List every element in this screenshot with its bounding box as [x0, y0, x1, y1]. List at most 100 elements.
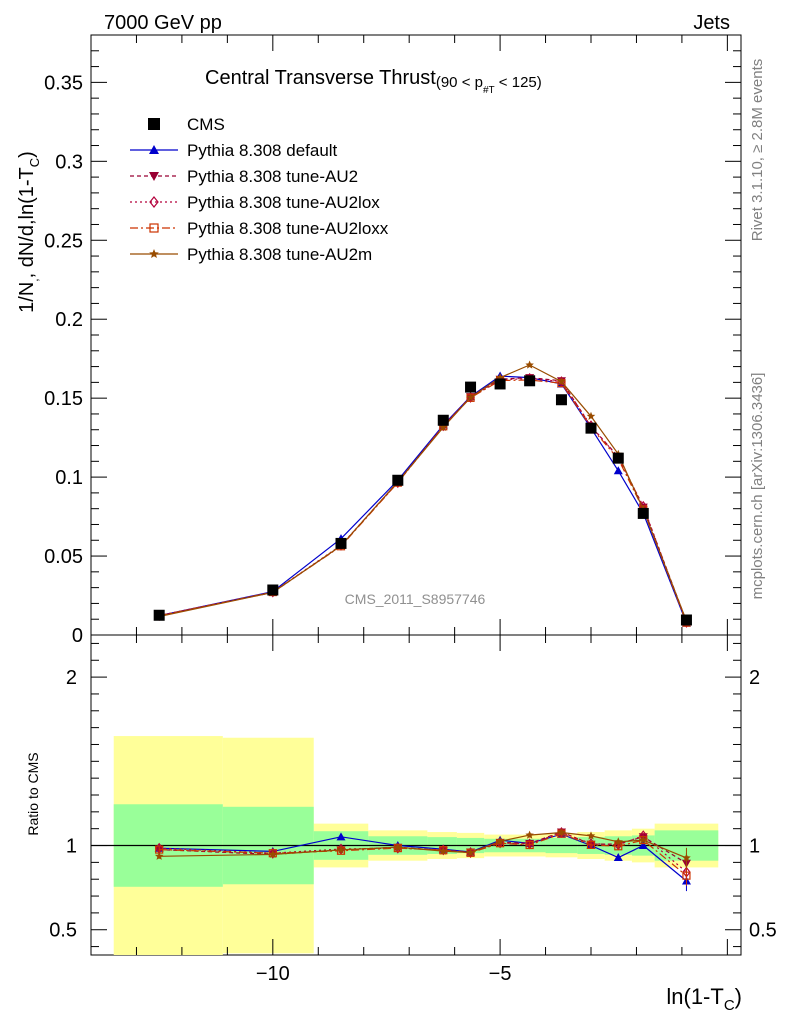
series-line: [159, 379, 688, 623]
series-line: [159, 377, 688, 623]
ratio-point: [638, 841, 648, 850]
ratio-axis-label: Ratio to CMS: [25, 752, 41, 835]
ratio-point: [268, 847, 278, 859]
legend-entry-3: Pythia 8.308 tune-AU2lox: [130, 193, 380, 212]
y-label-sub: C: [27, 158, 42, 167]
legend-label: Pythia 8.308 tune-AU2: [187, 167, 358, 186]
y-tick-label-7: 0.35: [44, 72, 83, 94]
data-point: [613, 466, 623, 475]
y-axis-label: 1/N,, dN/d,ln(1-TC): [16, 151, 42, 313]
legend-label: Pythia 8.308 tune-AU2m: [187, 245, 372, 264]
ratio-point: [525, 840, 534, 850]
data-point: [586, 411, 596, 420]
x-tick-label-0: −10: [256, 963, 290, 985]
ratio-point: [466, 848, 475, 857]
data-point: [494, 378, 506, 390]
x-tick-label-1: −5: [489, 963, 512, 985]
legend-entry-5: Pythia 8.308 tune-AU2m: [130, 245, 372, 264]
legend-entry-4: Pythia 8.308 tune-AU2loxx: [130, 219, 389, 238]
main-title-text: Central Transverse Thrust: [205, 67, 436, 89]
legend-label: Pythia 8.308 default: [187, 141, 338, 160]
data-point: [555, 394, 567, 406]
y-tick-label-1: 0.05: [44, 546, 83, 568]
side-label-rivet: Rivet 3.1.10, ≥ 2.8M events: [749, 59, 766, 242]
ratio-point: [613, 853, 623, 862]
y-tick-label-0: 0: [72, 625, 83, 647]
x-axis-label: ln(1-TC): [666, 984, 742, 1014]
series-line: [159, 375, 688, 624]
data-point: [466, 392, 475, 401]
legend-marker: [149, 145, 159, 154]
series-pythia-8-308-default: [154, 371, 691, 627]
ratio-point: [268, 849, 278, 858]
ratio-point: [336, 845, 346, 854]
data-point: [524, 375, 536, 387]
data-point: [153, 609, 165, 621]
data-point: [437, 414, 449, 426]
ratio-point: [586, 840, 596, 849]
legend-entry-0: CMS: [148, 115, 225, 134]
ratio-tick-label-right-0: 0.5: [749, 920, 777, 942]
series-pythia-8-308-tune-au2loxx: [155, 375, 691, 627]
legend-marker: [148, 118, 160, 130]
data-point: [465, 381, 477, 393]
data-point: [557, 377, 566, 386]
ratio-point: [495, 836, 505, 845]
x-label-main: ln(1-T: [666, 984, 723, 1009]
y-label-subN: ,: [27, 278, 41, 281]
ratio-tick-label-left-1: 1: [66, 836, 77, 858]
watermark-label: CMS_2011_S8957746: [345, 591, 486, 607]
side-label-mcplots: mcplots.cern.ch [arXiv:1306.3436]: [749, 373, 766, 600]
ratio-point: [682, 853, 691, 862]
y-tick-label-4: 0.2: [55, 309, 83, 331]
series-pythia-8-308-tune-au2: [154, 374, 691, 627]
legend-marker: [149, 223, 159, 233]
data-point: [439, 422, 448, 431]
y-tick-label-6: 0.3: [55, 151, 83, 173]
data-point: [680, 614, 692, 626]
header-left: 7000 GeV pp: [104, 12, 222, 34]
series-pythia-8-308-tune-au2m: [154, 360, 691, 625]
title-cut-open: (90 < p: [436, 74, 483, 91]
y-label-main: 1/N: [16, 282, 38, 313]
legend-label: Pythia 8.308 tune-AU2loxx: [187, 219, 389, 238]
axis-ticks: −10 −5 0 0.05 0.1 0.15 0.2 0.25 0.3 0.35 0.5 0.5 1 1 2…: [44, 34, 777, 985]
legend-entry-1: Pythia 8.308 default: [130, 141, 338, 160]
data-point: [392, 474, 404, 486]
ratio-point: [639, 835, 648, 844]
data-point: [267, 584, 279, 596]
legend-label: CMS: [187, 115, 225, 134]
data-point: [335, 537, 347, 549]
ratio-point: [614, 837, 623, 846]
main-series-layer: [153, 360, 692, 628]
title-cut-close: < 125): [495, 74, 542, 91]
y-label-close: ): [16, 151, 38, 158]
ratio-point: [393, 842, 403, 851]
ratio-point: [154, 851, 164, 860]
series-line: [159, 364, 688, 622]
data-point: [525, 360, 534, 369]
ratio-point: [439, 844, 448, 856]
y-label-mid: , dN/d,ln(1-T: [16, 167, 38, 278]
main-title: Central Transverse Thrust(90 < p#T < 125…: [205, 67, 542, 96]
ratio-point: [682, 871, 691, 880]
data-point: [612, 452, 624, 464]
ratio-tick-label-left-2: 2: [66, 667, 77, 689]
ratio-point: [586, 831, 596, 840]
y-tick-label-3: 0.15: [44, 388, 83, 410]
ratio-point: [439, 846, 448, 855]
title-cut-sub: #T: [483, 85, 495, 96]
header-right: Jets: [693, 12, 730, 34]
ratio-point: [525, 830, 534, 839]
series-cms: [153, 375, 692, 626]
series-line: [159, 376, 688, 622]
data-point: [637, 507, 649, 519]
legend-marker: [149, 196, 159, 208]
legend-label: Pythia 8.308 tune-AU2lox: [187, 193, 380, 212]
ratio-series-pythia-8-308-tune-au2m: [154, 828, 691, 869]
legend-marker: [149, 172, 159, 181]
y-tick-label-5: 0.25: [44, 230, 83, 252]
series-pythia-8-308-tune-au2lox: [154, 372, 691, 628]
ratio-tick-label-right-1: 1: [749, 836, 760, 858]
